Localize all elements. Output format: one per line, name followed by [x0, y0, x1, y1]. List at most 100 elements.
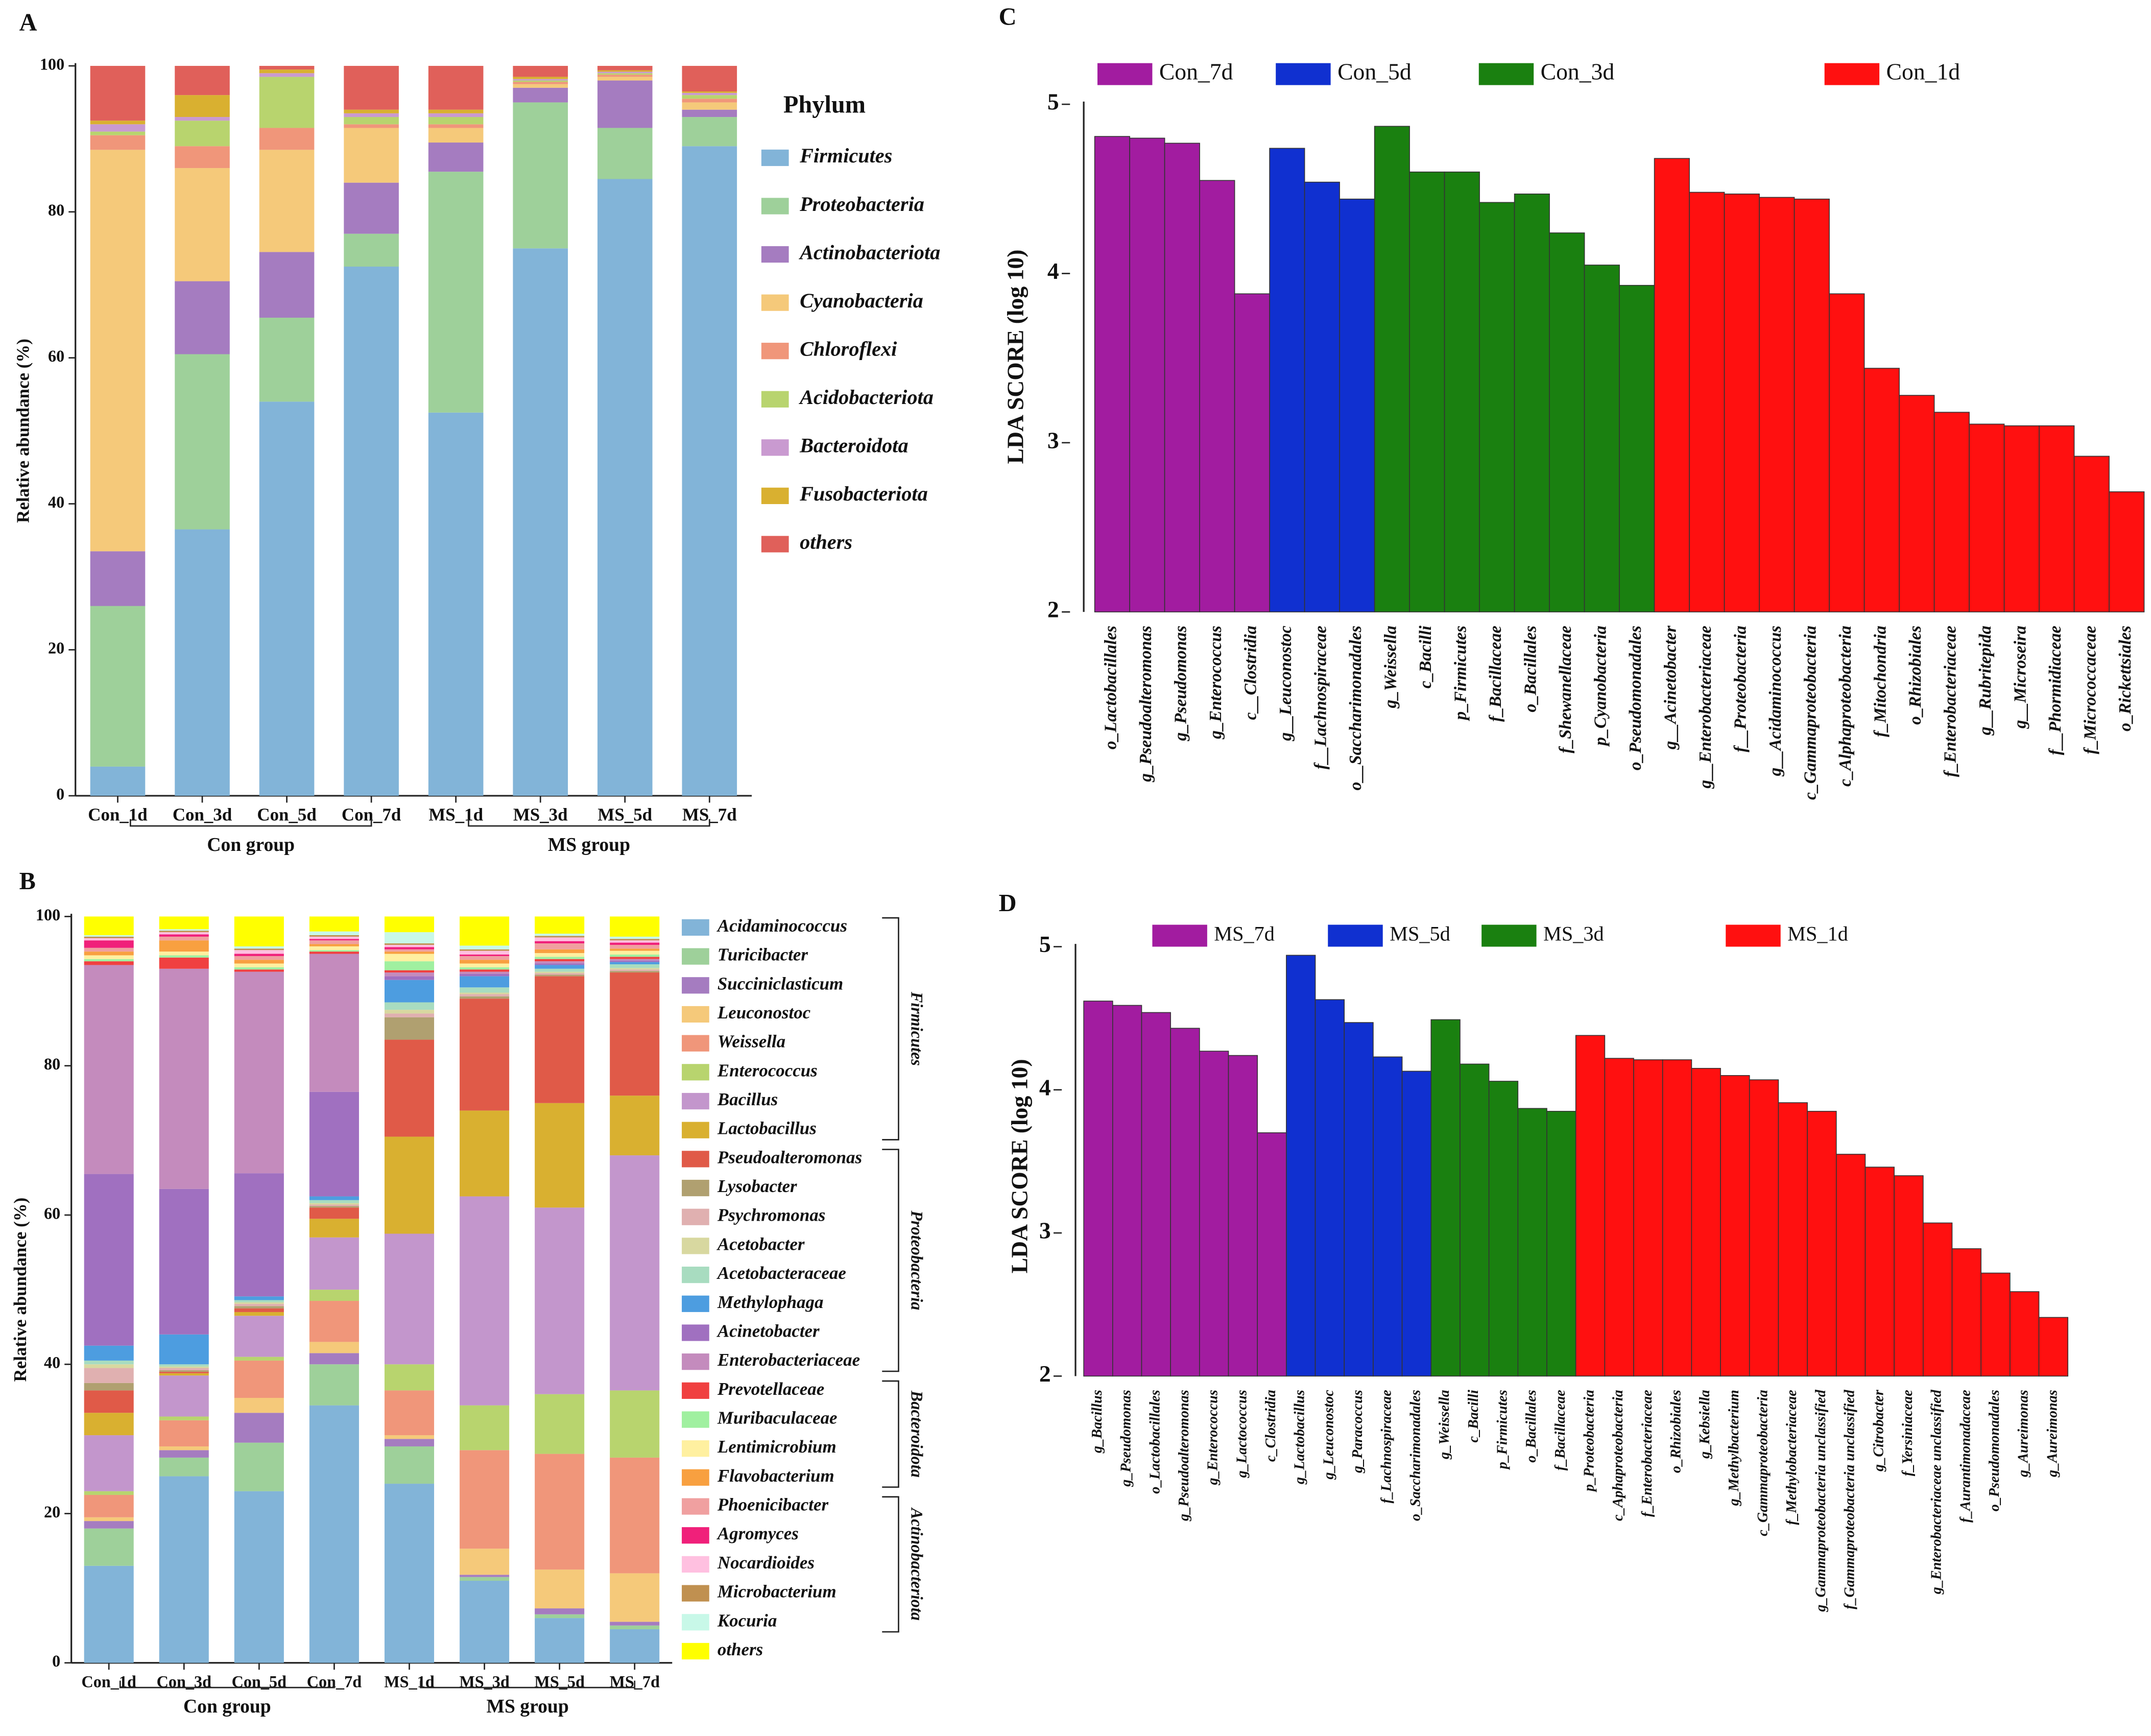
x-tick-label: c__Clostridia	[1241, 626, 1260, 720]
legend-swatch	[1097, 63, 1153, 85]
bar-segment	[309, 944, 359, 946]
x-tick-label: o_Rhizobiales	[1668, 1390, 1684, 1473]
bar-segment	[428, 128, 484, 143]
x-tick-label: o_Bacillales	[1521, 626, 1540, 712]
bar-segment	[175, 121, 230, 147]
bar	[1969, 423, 2005, 612]
x-tick-label: g__Acinetobacter	[1661, 625, 1680, 750]
legend-label: Pseudoalteromonas	[717, 1147, 862, 1167]
x-tick-label: g_Methylbacterium	[1726, 1390, 1742, 1506]
bar-segment	[610, 942, 660, 945]
bar-segment	[610, 972, 660, 1096]
legend-label: Microbacterium	[717, 1582, 836, 1602]
bar-segment	[309, 950, 359, 952]
x-tick-label: p_Cyanobacteria	[1591, 626, 1610, 747]
bar-segment	[84, 1345, 134, 1361]
legend-swatch	[682, 1585, 709, 1602]
bar-segment	[259, 252, 315, 318]
bar-segment	[84, 935, 134, 937]
bar-segment	[84, 955, 134, 959]
bar-segment	[234, 1302, 284, 1304]
bar	[1724, 193, 1760, 612]
bar-segment	[84, 965, 134, 1174]
legend-swatch	[682, 1208, 709, 1225]
bar-segment	[175, 146, 230, 169]
bar-segment	[159, 936, 209, 941]
bar-segment	[610, 1096, 660, 1156]
panel-letter: B	[19, 868, 36, 895]
bar-segment	[384, 1484, 435, 1663]
bar-segment	[259, 65, 315, 70]
bar-segment	[309, 940, 359, 944]
x-tick-label: p_Firmicutes	[1494, 1390, 1510, 1470]
bar	[1479, 202, 1515, 612]
bar-segment	[535, 1394, 585, 1454]
bar-segment	[234, 1357, 284, 1361]
bar	[1488, 1081, 1519, 1377]
bar-segment	[384, 1390, 435, 1436]
bar	[1269, 148, 1305, 612]
bar	[1807, 1111, 1837, 1377]
legend-swatch	[682, 977, 709, 994]
bar-segment	[259, 128, 315, 150]
bar-segment	[159, 1375, 209, 1417]
bar-segment	[460, 971, 510, 974]
bar-segment	[175, 168, 230, 281]
legend-label: Cyanobacteria	[800, 289, 923, 312]
y-tick-label: 4	[1047, 258, 1059, 284]
bar-segment	[384, 1364, 435, 1391]
bar-segment	[610, 954, 660, 957]
x-tick-label: f_Shewanellaceae	[1556, 626, 1575, 753]
x-tick-label: c_Bacilli	[1466, 1390, 1481, 1443]
bar-segment	[610, 971, 660, 973]
x-tick-label: o_Bacillales	[1523, 1390, 1539, 1463]
y-tick-label: 5	[1047, 89, 1059, 115]
bar-segment	[234, 1398, 284, 1413]
bar-segment	[384, 1013, 435, 1017]
legend-group-label: Bacteroidota	[907, 1390, 926, 1478]
bar-segment	[460, 1575, 510, 1577]
bar	[1409, 171, 1445, 612]
bar	[1829, 293, 1865, 612]
x-tick-label: g__Acidaminococcus	[1766, 626, 1785, 777]
bar	[1199, 180, 1235, 612]
y-tick-label: 3	[1039, 1218, 1051, 1244]
bar	[1228, 1055, 1258, 1377]
x-tick-label: f_Bacillaceae	[1552, 1390, 1568, 1470]
bar-segment	[309, 1342, 359, 1353]
bar-segment	[682, 99, 737, 103]
y-tick-label: 40	[48, 493, 64, 511]
bar-segment	[535, 1618, 585, 1663]
bar-segment	[234, 1442, 284, 1491]
bar-segment	[344, 113, 399, 117]
bar-segment	[610, 1390, 660, 1458]
bar-segment	[460, 956, 510, 960]
bar-segment	[90, 121, 146, 125]
x-tick-label: Con_1d	[88, 804, 148, 824]
legend-swatch	[1328, 924, 1383, 947]
x-tick-label: g_Bacillus	[1089, 1390, 1105, 1454]
legend-swatch	[682, 1353, 709, 1370]
bar-segment	[535, 961, 585, 964]
legend-label: Firmicutes	[799, 144, 892, 167]
bar	[1170, 1028, 1200, 1377]
bar-segment	[513, 248, 568, 796]
bar-segment	[384, 1136, 435, 1234]
legend-swatch	[1824, 63, 1880, 85]
legend-swatch	[761, 198, 789, 215]
x-tick-label: g_Pseudoalteromonas	[1176, 1390, 1192, 1521]
x-tick-label: f__Proteobacteria	[1731, 626, 1750, 752]
legend-group-bracket	[882, 1149, 899, 1372]
legend-swatch	[682, 1179, 709, 1197]
bar-segment	[159, 929, 209, 931]
legend-swatch	[682, 1527, 709, 1544]
x-tick-label: c_Bacilli	[1416, 625, 1435, 688]
bar-segment	[597, 80, 653, 128]
x-tick-label: g_Aureimonas	[2016, 1390, 2031, 1478]
bar-segment	[384, 1017, 435, 1040]
x-tick-label: Con_5d	[257, 804, 317, 824]
bar-segment	[513, 80, 568, 82]
bar-segment	[234, 950, 284, 954]
bar	[1373, 1056, 1403, 1377]
